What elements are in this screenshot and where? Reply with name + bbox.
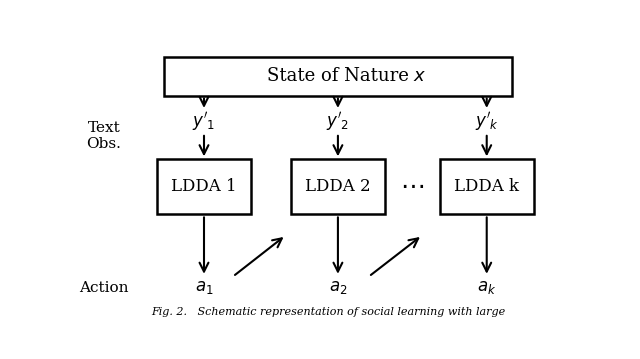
Text: $a_k$: $a_k$ [477,279,497,296]
Text: Text
Obs.: Text Obs. [86,121,121,151]
Text: $y'_k$: $y'_k$ [475,110,499,133]
Text: Fig. 2.   Schematic representation of social learning with large: Fig. 2. Schematic representation of soci… [151,307,505,317]
Text: $x$: $x$ [413,67,426,85]
Text: $y'_2$: $y'_2$ [326,110,349,133]
FancyBboxPatch shape [164,57,511,95]
Text: $a_2$: $a_2$ [329,279,347,296]
FancyBboxPatch shape [157,159,251,214]
Text: $y'_1$: $y'_1$ [193,110,216,133]
Text: LDDA 2: LDDA 2 [305,178,371,195]
Text: State of Nature: State of Nature [267,67,409,85]
Text: LDDA 1: LDDA 1 [171,178,237,195]
Text: Action: Action [79,281,129,295]
Text: LDDA k: LDDA k [454,178,519,195]
Text: $a_1$: $a_1$ [195,279,213,296]
Text: $\cdots$: $\cdots$ [400,174,424,197]
FancyBboxPatch shape [291,159,385,214]
FancyBboxPatch shape [440,159,534,214]
